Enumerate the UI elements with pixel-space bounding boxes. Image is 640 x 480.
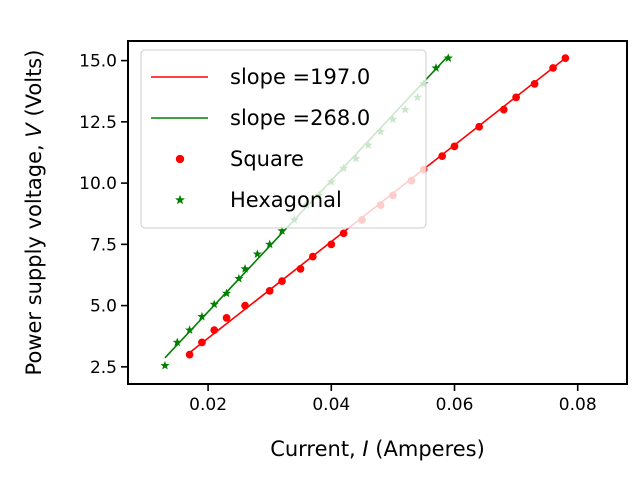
hexagonal-point	[172, 337, 182, 347]
y-tick-label: 5.0	[90, 297, 117, 317]
square-point	[438, 152, 447, 160]
x-tick-label: 0.06	[436, 395, 474, 415]
x-axis-label-symbol: I	[362, 437, 368, 461]
square-point	[198, 338, 206, 347]
hexagonal-point	[160, 360, 170, 370]
square-point	[339, 229, 348, 238]
hexagonal-point	[197, 311, 207, 321]
square-point	[561, 54, 570, 62]
hexagonal-point	[431, 63, 441, 72]
legend-circle-swatch	[175, 154, 185, 164]
hexagonal-point	[252, 249, 262, 259]
plot-frame	[127, 40, 628, 385]
x-axis-label-part-1: Current,	[270, 437, 362, 461]
square-point	[222, 314, 231, 322]
square-point	[185, 350, 194, 359]
axis-ticks: 0.02 0.04 0.06 0.08 2.5 5.0 7.5 10.0 12.5 15.0	[79, 52, 597, 415]
square-point	[296, 265, 305, 273]
y-axis-label-part-1: Power supply voltage,	[22, 138, 46, 376]
square-point	[450, 142, 459, 151]
square-point	[241, 301, 249, 310]
y-tick-label: 12.5	[79, 113, 117, 133]
legend-box	[140, 49, 427, 229]
square-point	[210, 326, 219, 334]
hexagonal-point	[234, 273, 244, 283]
y-tick-label: 15.0	[79, 52, 117, 72]
square-point	[512, 93, 520, 102]
y-tick-label: 2.5	[90, 358, 117, 378]
y-axis-label: Power supply voltage, V (Volts)	[22, 50, 46, 376]
square-point	[265, 287, 274, 295]
hexagonal-point	[222, 288, 232, 298]
legend-entries: slope =197.0 slope =268.0 Square Hexagonal	[151, 65, 370, 212]
hexagonal-point	[185, 325, 195, 334]
hexagonal-point	[277, 226, 287, 235]
legend: slope =197.0 slope =268.0 Square Hexagonal	[140, 49, 427, 229]
legend-label: slope =197.0	[230, 65, 370, 89]
x-axis-label: Current, I (Amperes)	[270, 437, 485, 461]
legend-star-swatch	[175, 194, 185, 205]
square-point	[530, 80, 539, 88]
square-point	[278, 277, 286, 285]
x-axis-label-part-2: (Amperes)	[369, 437, 485, 461]
legend-label: slope =268.0	[230, 106, 370, 130]
square-point	[308, 252, 317, 261]
square-point	[549, 64, 557, 72]
y-tick-label: 10.0	[79, 174, 117, 194]
hexagonal-point	[443, 53, 453, 63]
legend-label: Square	[230, 147, 304, 171]
y-tick-label: 7.5	[90, 235, 117, 255]
legend-label: Hexagonal	[230, 188, 342, 212]
hexagonal-point	[209, 299, 219, 309]
hexagonal-point	[265, 239, 275, 249]
y-axis-label-part-2: (Volts)	[22, 50, 46, 124]
x-tick-label: 0.08	[559, 395, 597, 415]
square-point	[475, 122, 483, 131]
y-axis-label-symbol: V	[22, 122, 46, 138]
x-tick-label: 0.04	[312, 395, 350, 415]
square-point	[327, 240, 336, 249]
x-tick-label: 0.02	[189, 395, 227, 415]
square-point	[499, 105, 508, 114]
hexagonal-point	[240, 264, 250, 273]
